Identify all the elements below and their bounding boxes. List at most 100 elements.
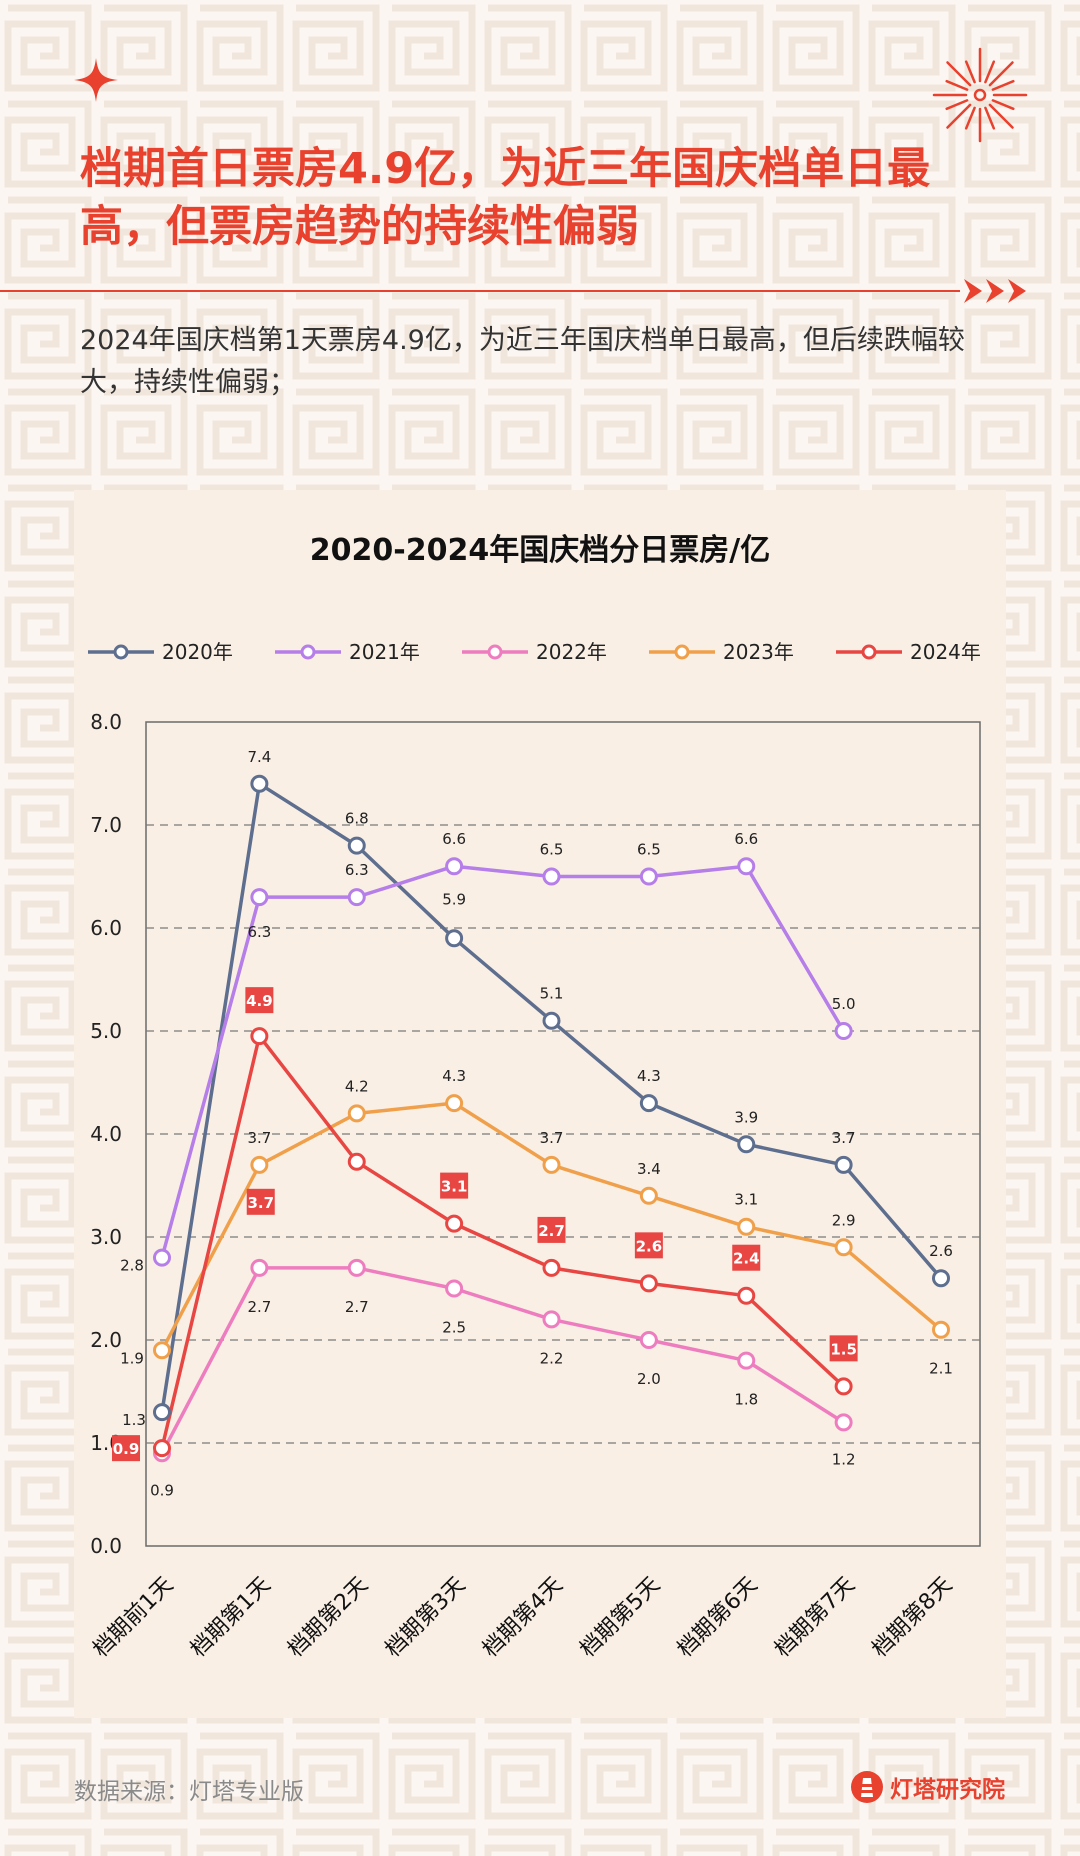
data-point <box>250 1027 269 1046</box>
data-label: 3.1 <box>734 1191 758 1209</box>
data-label-box: 0.9 <box>112 1435 140 1462</box>
chart-title: 2020-2024年国庆档分日票房/亿 <box>310 533 770 568</box>
data-point <box>542 1258 561 1277</box>
data-point <box>737 1351 756 1370</box>
data-point <box>834 1413 853 1432</box>
data-point <box>834 1022 853 1040</box>
legend-label: 2022年 <box>536 640 607 664</box>
y-tick-label: 0.0 <box>90 1534 122 1558</box>
data-label: 1.5 <box>830 1340 857 1358</box>
data-point <box>347 888 366 907</box>
legend-marker <box>113 644 129 660</box>
data-label-bg <box>440 1172 469 1199</box>
data-label-bg <box>732 1244 761 1271</box>
data-label: 3.7 <box>540 1129 564 1147</box>
data-point <box>932 1269 950 1288</box>
data-point <box>347 1258 366 1277</box>
data-point <box>932 1320 950 1339</box>
legend-label: 2020年 <box>162 640 233 664</box>
firework-ray <box>946 103 972 129</box>
data-label: 2.8 <box>120 1257 144 1275</box>
data-label: 2.7 <box>538 1222 565 1240</box>
firework-ray <box>991 99 1015 111</box>
data-label: 2.9 <box>832 1211 856 1229</box>
legend-label: 2021年 <box>349 640 420 664</box>
legend-marker <box>487 644 503 660</box>
data-label: 1.9 <box>120 1349 144 1367</box>
data-label: 6.6 <box>442 830 466 848</box>
data-point <box>834 1155 853 1174</box>
data-point <box>639 1331 658 1349</box>
firework-ray <box>988 61 1014 87</box>
data-label: 6.8 <box>345 810 369 828</box>
data-label: 6.3 <box>345 861 369 879</box>
data-point <box>153 1403 171 1422</box>
data-label: 6.5 <box>637 841 661 859</box>
data-label-box: 3.7 <box>246 1188 275 1215</box>
data-label: 5.0 <box>832 995 856 1013</box>
data-point <box>250 1155 269 1174</box>
legend-marker <box>674 644 690 660</box>
triple-arrow-icon <box>964 279 1026 303</box>
data-point <box>153 1248 171 1267</box>
data-label-box: 1.5 <box>829 1335 858 1362</box>
data-label: 2.5 <box>442 1319 466 1337</box>
data-point <box>737 857 756 876</box>
data-point <box>639 1274 658 1293</box>
x-tick-label: 档期第7天 <box>770 1573 860 1663</box>
firework-ray <box>984 106 996 130</box>
data-label-bg <box>246 1188 275 1215</box>
y-tick-label: 2.0 <box>90 1328 122 1352</box>
data-point <box>834 1238 853 1257</box>
firework-ray <box>945 79 969 91</box>
data-label-bg <box>829 1335 858 1362</box>
firework-ray <box>984 60 996 84</box>
data-label: 3.9 <box>734 1108 758 1126</box>
data-label: 5.1 <box>540 985 564 1003</box>
data-point <box>445 857 464 876</box>
y-tick-label: 4.0 <box>90 1122 122 1146</box>
x-tick-label: 档期第1天 <box>186 1573 276 1663</box>
data-label: 1.2 <box>832 1450 856 1468</box>
data-point <box>542 867 561 886</box>
data-point <box>445 929 464 948</box>
firework-icon <box>932 47 1028 143</box>
data-point <box>347 836 366 855</box>
data-point <box>834 1377 853 1396</box>
data-label: 5.9 <box>442 890 466 908</box>
series-line-2022年 <box>160 1266 845 1455</box>
data-label-bg <box>112 1435 140 1462</box>
data-point <box>445 1279 464 1298</box>
data-label: 3.7 <box>832 1129 856 1147</box>
data-label: 1.3 <box>122 1411 146 1429</box>
y-tick-label: 8.0 <box>90 710 122 734</box>
x-tick-label: 档期第2天 <box>283 1573 373 1663</box>
legend-marker <box>300 644 316 660</box>
series-line-2024年 <box>160 1034 845 1449</box>
data-label-box: 2.6 <box>634 1232 663 1259</box>
chart-panel <box>74 490 1006 1718</box>
data-point <box>639 867 658 886</box>
data-label: 3.1 <box>441 1178 468 1196</box>
data-label: 3.7 <box>247 1194 274 1212</box>
data-label: 4.3 <box>442 1067 466 1085</box>
data-point <box>542 1310 561 1329</box>
summary-text: 2024年国庆档第1天票房4.9亿，为近三年国庆档单日最高，但后续跌幅较大，持续… <box>80 325 965 398</box>
title-divider <box>0 290 960 292</box>
legend-label: 2023年 <box>723 640 794 664</box>
data-point <box>737 1217 756 1236</box>
data-label: 4.9 <box>246 992 273 1010</box>
data-point <box>250 1258 269 1277</box>
data-source: 数据来源：灯塔专业版 <box>74 1779 304 1805</box>
x-tick-label: 档期第4天 <box>478 1573 568 1663</box>
data-label: 2.1 <box>929 1360 953 1378</box>
data-label-bg <box>537 1216 566 1243</box>
data-label-box: 2.7 <box>537 1216 566 1243</box>
data-label: 2.6 <box>636 1237 663 1255</box>
data-label: 4.3 <box>637 1067 661 1085</box>
legend-item: 2023年 <box>649 640 794 664</box>
y-tick-label: 7.0 <box>90 813 122 837</box>
firework-ray <box>964 60 976 84</box>
data-point <box>347 1152 366 1171</box>
data-point <box>250 888 269 907</box>
